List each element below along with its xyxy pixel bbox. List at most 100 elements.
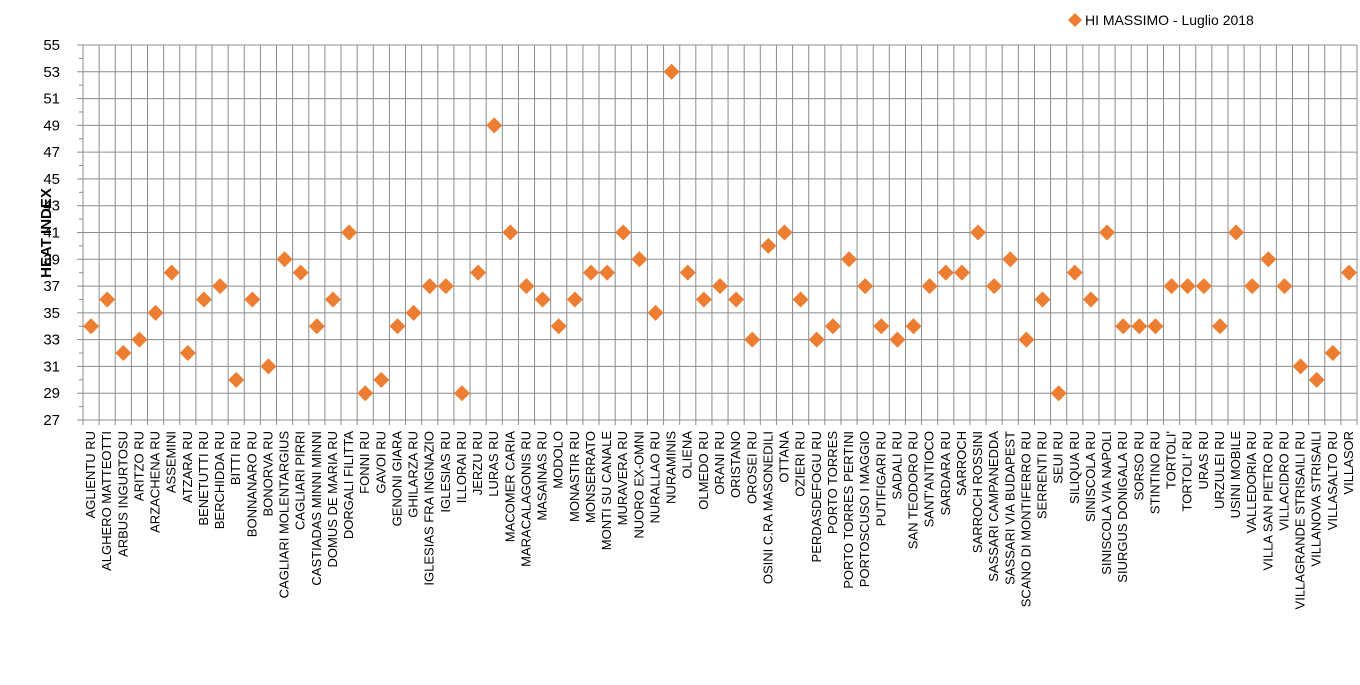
y-tick-label: 47 (43, 144, 60, 161)
data-point (1308, 371, 1325, 388)
data-point (324, 291, 341, 308)
x-tick-label: SASSARI CAMPANEDDA (986, 431, 1001, 582)
x-tick-label: SARDARA RU (938, 431, 953, 516)
x-tick-label: ASSEMINI (164, 431, 179, 493)
x-tick-label: CAGLIARI PIRRI (293, 431, 308, 530)
data-point (873, 318, 890, 335)
x-tick-label: MONSERRATO (583, 431, 598, 523)
data-point (889, 331, 906, 348)
data-point (115, 345, 132, 362)
x-tick-label: MODOLO (551, 431, 566, 489)
x-tick-label: BONORVA RU (260, 431, 275, 516)
data-point (534, 291, 551, 308)
data-point (421, 278, 438, 295)
x-tick-label: BERCHIDDA RU (212, 431, 227, 529)
x-tick-label: ORISTANO (728, 431, 743, 498)
x-tick-label: IGLESIAS FRA INGNAZIO (422, 431, 437, 586)
x-tick-label: PERDASDEFOGU RU (809, 431, 824, 562)
data-point (228, 371, 245, 388)
data-point (1292, 358, 1309, 375)
x-tick-label: ALGHERO MATTEOTTI (99, 431, 114, 571)
x-tick-label: NURALLAO RU (647, 431, 662, 523)
x-tick-label: GHILARZA RU (406, 431, 421, 518)
data-point (921, 278, 938, 295)
data-point (292, 264, 309, 281)
data-point (147, 304, 164, 321)
x-tick-label: ATZARA RU (180, 431, 195, 503)
data-point (728, 291, 745, 308)
x-tick-label: URAS RU (1196, 431, 1211, 490)
data-point (550, 318, 567, 335)
x-tick-label: ORANI RU (712, 431, 727, 495)
y-tick-label: 33 (43, 332, 60, 349)
data-point (163, 264, 180, 281)
x-tick-label: TORTOLI' (1164, 431, 1179, 489)
x-tick-label: JERZU RU (470, 431, 485, 495)
x-tick-label: SADALI RU (889, 431, 904, 500)
data-point (1066, 264, 1083, 281)
x-tick-label: URZULEI RU (1212, 431, 1227, 509)
y-tick-label: 35 (43, 305, 60, 322)
x-tick-label: DORGALI FILITTA (341, 431, 356, 539)
data-point (1244, 278, 1261, 295)
data-point (1018, 331, 1035, 348)
x-tick-label: OLMEDO RU (696, 431, 711, 510)
x-tick-label: SCANO DI MONTIFERRO RU (1018, 431, 1033, 607)
x-tick-label: MACOMER CARIA (502, 431, 517, 543)
data-point (357, 385, 374, 402)
data-point (905, 318, 922, 335)
x-tick-label: NURAMINIS (664, 431, 679, 504)
y-tick-label: 45 (43, 171, 60, 188)
data-point (1147, 318, 1164, 335)
data-point (212, 278, 229, 295)
x-tick-label: PORTO TORRES (825, 431, 840, 534)
data-point (1260, 251, 1277, 268)
x-tick-label: CAGLIARI MOLENTARGIUS (277, 431, 292, 599)
x-tick-label: ARZACHENA RU (148, 431, 163, 533)
data-point (937, 264, 954, 281)
data-point (1050, 385, 1067, 402)
data-point (1131, 318, 1148, 335)
x-tick-label: VILLANOVA STRISAILI (1309, 431, 1324, 567)
data-point (808, 331, 825, 348)
x-tick-label: OZIERI RU (793, 431, 808, 497)
data-point (841, 251, 858, 268)
data-point (857, 278, 874, 295)
x-tick-label: MURAVERA RU (615, 431, 630, 525)
data-point (389, 318, 406, 335)
data-point (405, 304, 422, 321)
data-point (631, 251, 648, 268)
x-tick-label: IGLESIAS RU (438, 431, 453, 513)
data-point (953, 264, 970, 281)
x-tick-label: GAVOI RU (373, 431, 388, 494)
data-point (308, 318, 325, 335)
data-point (647, 304, 664, 321)
data-point (437, 278, 454, 295)
x-tick-label: OSINI C.RA MASONEDILI (760, 431, 775, 584)
y-tick-label: 53 (43, 64, 60, 81)
x-tick-label: CASTIADAS MINNI MINNI (309, 431, 324, 586)
data-point (99, 291, 116, 308)
x-tick-label: TORTOLI' RU (1180, 431, 1195, 512)
data-point (824, 318, 841, 335)
x-tick-label: OLIENA (680, 431, 695, 479)
legend: HI MASSIMO - Luglio 2018 (1068, 12, 1254, 28)
x-tick-label: MONTI SU CANALE (599, 431, 614, 551)
data-point (1082, 291, 1099, 308)
x-tick-label: USINI MOBILE (1228, 431, 1243, 519)
x-tick-label: SERRENTI RU (1035, 431, 1050, 519)
data-point (986, 278, 1003, 295)
x-tick-label: SARROCH ROSSINI (970, 431, 985, 553)
x-tick-label: SEUI RU (1051, 431, 1066, 484)
data-point (518, 278, 535, 295)
grid-layer (82, 44, 1358, 425)
y-tick-label: 49 (43, 117, 60, 134)
x-tick-label: SARROCH (954, 431, 969, 496)
data-point (502, 224, 519, 241)
data-point (1099, 224, 1116, 241)
data-point (1276, 278, 1293, 295)
y-axis-title: HEAT INDEX (38, 188, 55, 278)
x-tick-label: MONASTIR RU (567, 431, 582, 522)
